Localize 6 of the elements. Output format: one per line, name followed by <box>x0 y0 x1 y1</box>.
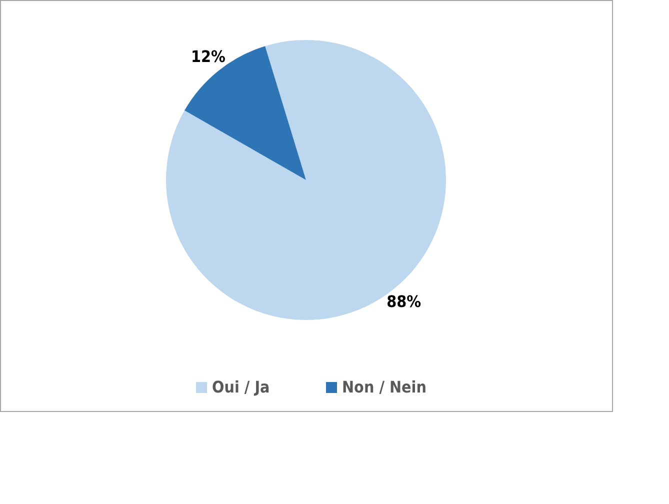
legend-label: Oui / Ja <box>212 377 270 396</box>
legend-label: Non / Nein <box>342 377 426 396</box>
data-label: 12% <box>190 46 226 66</box>
pie-slice <box>166 40 446 320</box>
data-label: 88% <box>386 292 422 311</box>
pie-slice <box>184 46 306 180</box>
